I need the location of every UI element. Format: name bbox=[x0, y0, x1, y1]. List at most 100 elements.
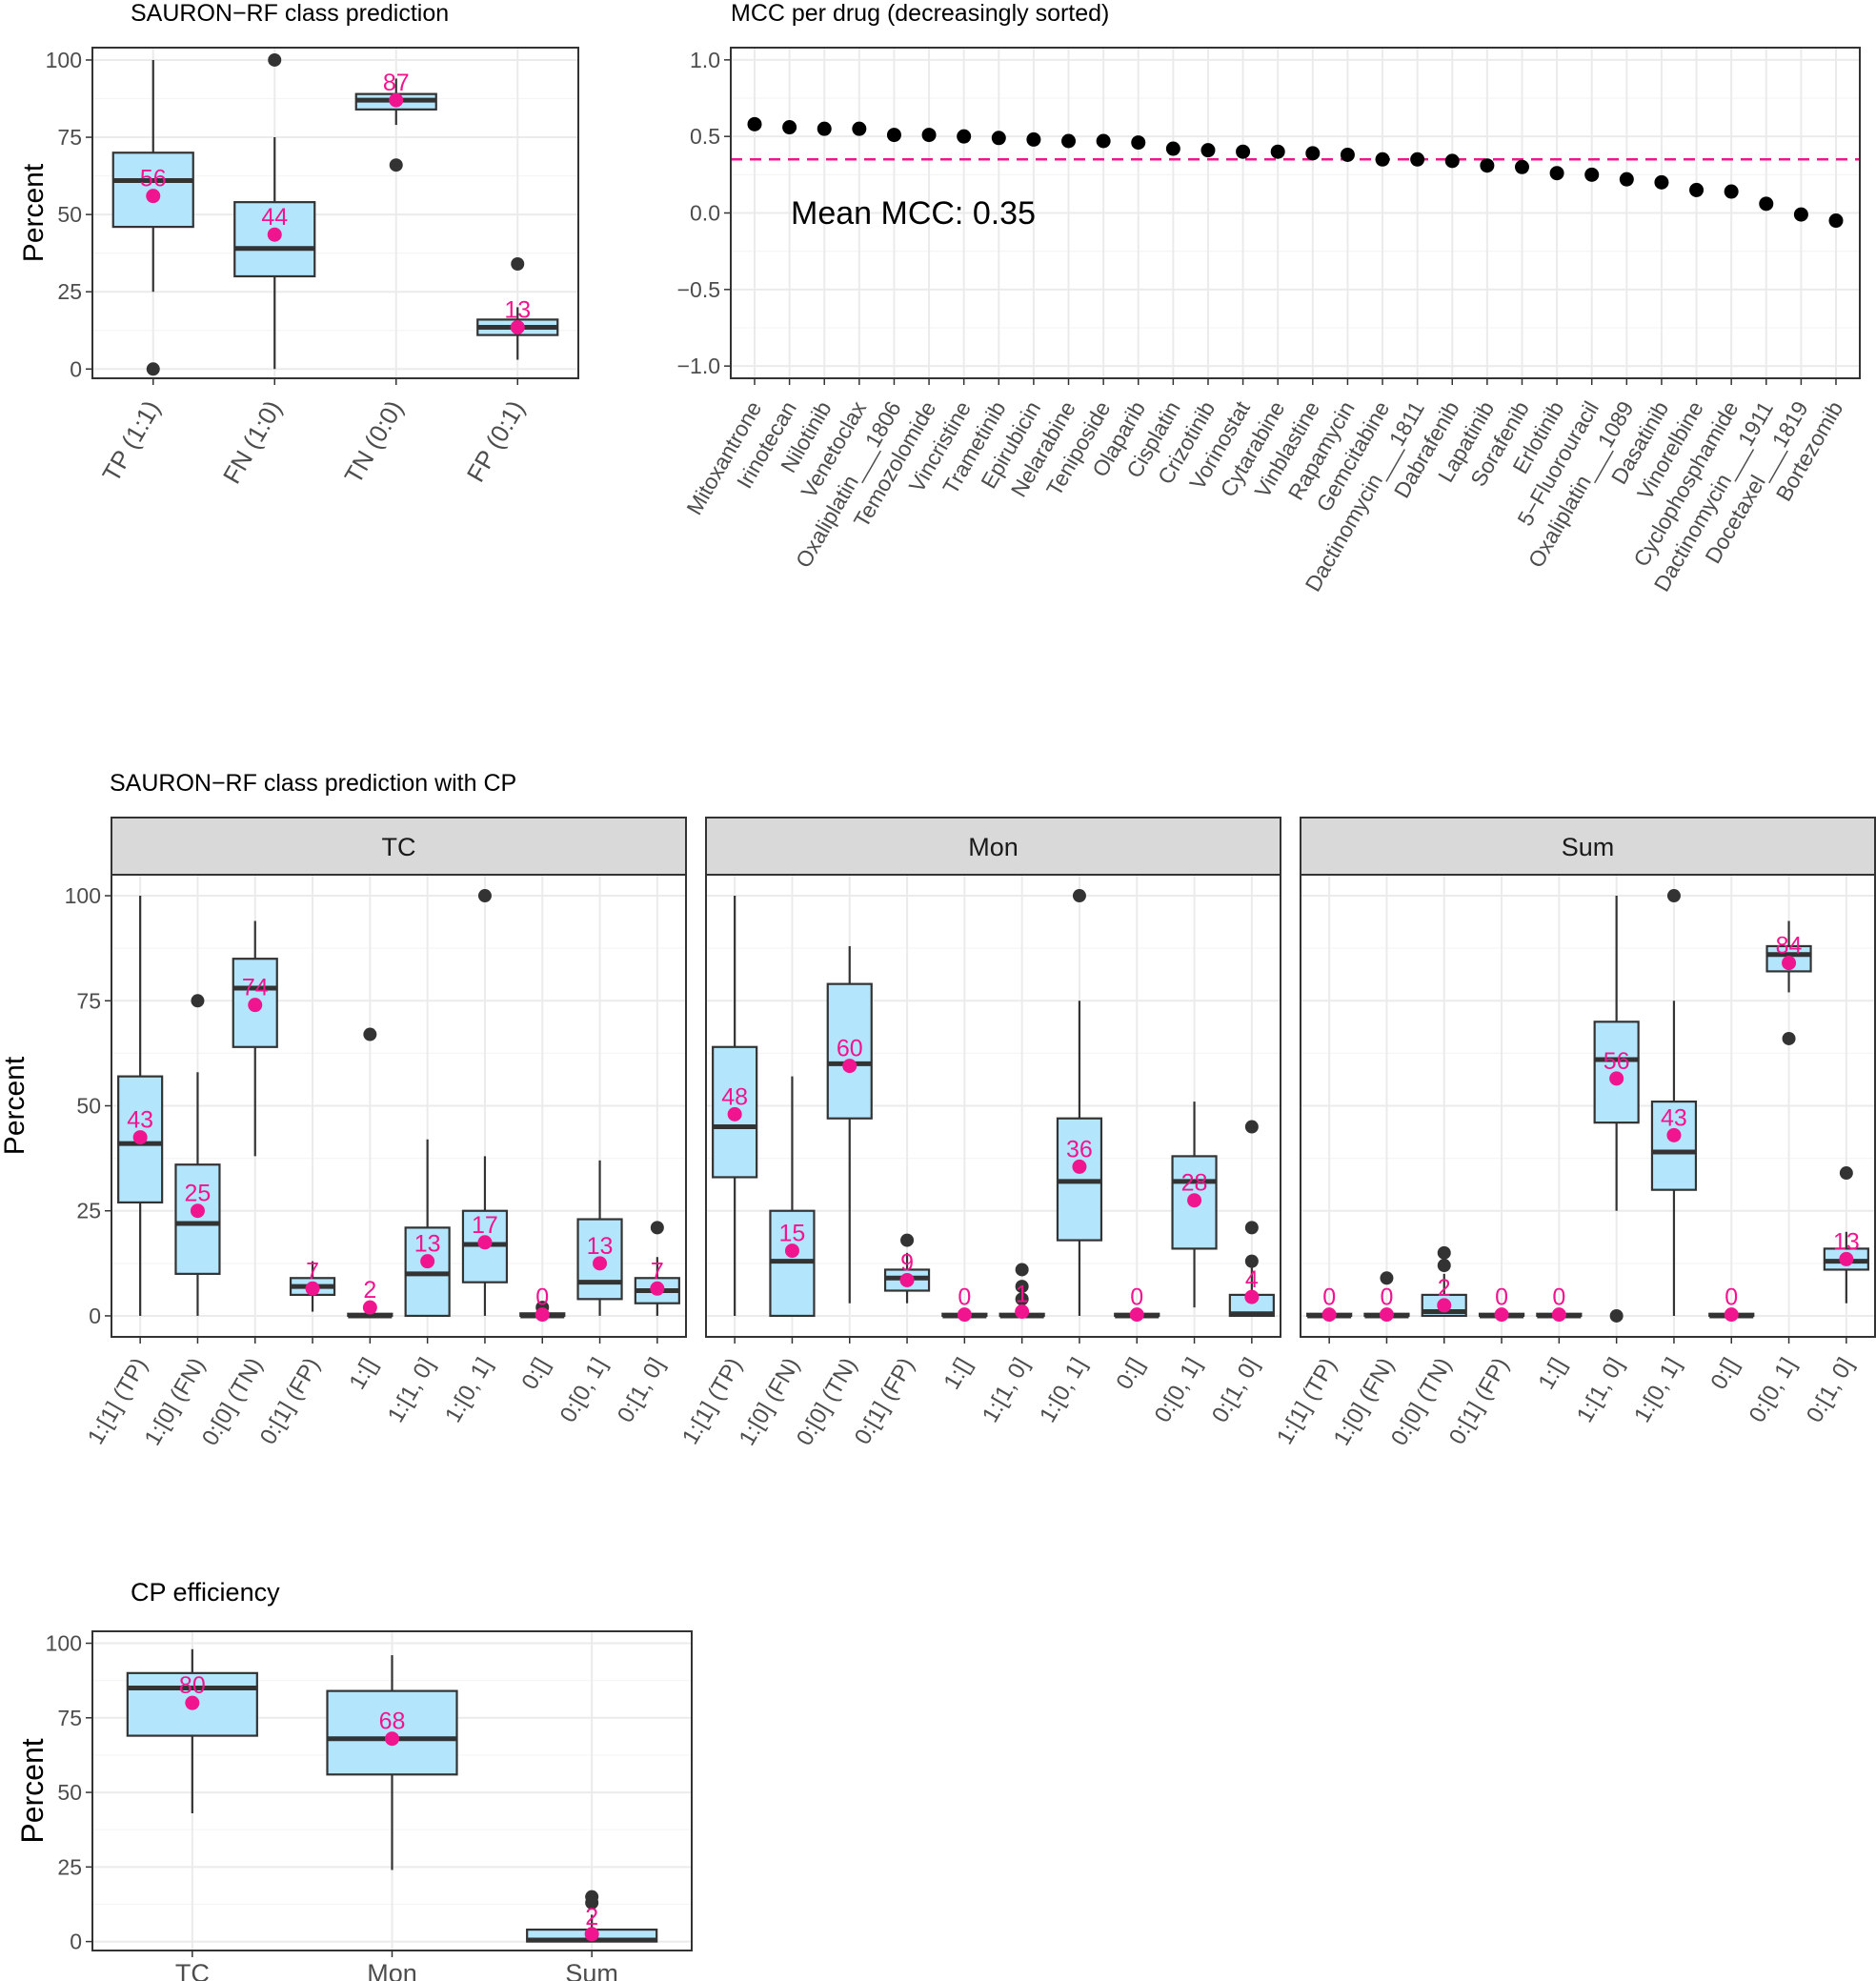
chart2-data-point bbox=[747, 116, 762, 131]
chart3-ytick-label: 0 bbox=[89, 1304, 101, 1328]
chart4-ytick-label: 100 bbox=[46, 1631, 82, 1656]
chart4-xtick-label: TC bbox=[175, 1959, 210, 1981]
chart3-title: SAURON−RF class prediction with CP bbox=[110, 770, 516, 797]
chart3-facet-sum-box bbox=[1650, 1100, 1698, 1191]
chart3-facet-mon-mean-label: 9 bbox=[900, 1249, 914, 1276]
chart3-facet-sum-mean-point bbox=[1437, 1298, 1452, 1313]
chart3-facet-sum-outlier-point bbox=[1782, 1031, 1796, 1045]
chart2-data-point bbox=[1131, 135, 1146, 151]
chart3-facet-mon-panel-border bbox=[705, 874, 1281, 1338]
chart4-mean-label: 68 bbox=[379, 1708, 406, 1735]
chart3-facet-sum-mean-point bbox=[1321, 1307, 1337, 1323]
chart3-facet-tc-mean-point bbox=[535, 1307, 550, 1323]
chart3-facet-sum-mean-point bbox=[1666, 1127, 1682, 1142]
chart3-facet-sum-mean-point bbox=[1551, 1307, 1566, 1323]
chart3-facet-tc-mean-point bbox=[248, 998, 263, 1013]
chart1-outlier-point bbox=[511, 257, 525, 272]
chart3-facet-mon-mean-label: 60 bbox=[837, 1036, 863, 1062]
chart2-data-point bbox=[1480, 158, 1495, 173]
chart2-data-point bbox=[886, 128, 901, 143]
chart2-data-point bbox=[921, 128, 937, 143]
chart3-facet-sum-strip-label: Sum bbox=[1562, 833, 1615, 861]
chart3-facet-sum-mean-label: 56 bbox=[1604, 1048, 1630, 1075]
chart3-facet-tc-mean-point bbox=[593, 1256, 608, 1271]
chart4-title: CP efficiency bbox=[131, 1578, 280, 1607]
chart3-facet-tc-strip bbox=[111, 817, 687, 876]
chart3-facet-tc-mean-point bbox=[650, 1281, 665, 1296]
chart1-xtick-label: FN (1:0) bbox=[217, 395, 288, 489]
chart3-facet-mon-outlier-point bbox=[1015, 1280, 1029, 1294]
chart3-facet-mon-outlier-point bbox=[1244, 1120, 1259, 1134]
chart3-facet-tc-mean-point bbox=[190, 1203, 205, 1219]
chart3-ytick-label: 50 bbox=[76, 1094, 101, 1119]
chart3-facet-sum-outlier-point bbox=[1609, 1308, 1624, 1323]
chart1-outlier-point bbox=[146, 362, 160, 376]
chart3-facet-tc-xtick-label: 1:[0, 1] bbox=[440, 1354, 497, 1427]
chart3-facet-mon-mean-point bbox=[1015, 1304, 1030, 1320]
chart2-data-point bbox=[852, 121, 867, 136]
chart1-ytick-label: 100 bbox=[46, 48, 82, 72]
chart3-facet-mon-outlier-point bbox=[900, 1233, 915, 1247]
chart2-data-point bbox=[1026, 131, 1041, 147]
chart3-facet-mon-xtick-label: 0:[1, 0] bbox=[1207, 1354, 1264, 1427]
chart4-outlier-point bbox=[585, 1890, 599, 1904]
chart2-data-point bbox=[1444, 153, 1460, 169]
chart3-facet-mon-xtick-label: 1:[0, 1] bbox=[1035, 1354, 1092, 1427]
chart2-ytick-label: 1.0 bbox=[690, 48, 720, 72]
chart1-mean-point bbox=[267, 227, 282, 242]
chart3-facet-mon-mean-point bbox=[1187, 1193, 1202, 1208]
chart3-facet-tc-outlier-point bbox=[477, 889, 492, 903]
chart2-data-point bbox=[1549, 166, 1564, 181]
chart2-data-point bbox=[1654, 174, 1669, 190]
chart3-facet-tc-outlier-point bbox=[191, 994, 205, 1008]
chart1-outlier-point bbox=[389, 158, 403, 172]
chart3-facet-mon-xtick-label: 1:[] bbox=[938, 1354, 977, 1394]
chart3-facet-tc-mean-point bbox=[420, 1254, 435, 1269]
chart3-facet-sum-strip bbox=[1300, 817, 1876, 876]
chart1-mean-point bbox=[389, 92, 404, 108]
chart1-mean-label: 13 bbox=[504, 296, 531, 323]
chart3-facet-mon-mean-point bbox=[957, 1307, 972, 1323]
chart3-facet-mon-xtick-label: 0:[] bbox=[1111, 1354, 1149, 1394]
chart3-facet-sum-xtick-label: 0:[] bbox=[1705, 1354, 1744, 1394]
chart3-facet-sum-xtick-label: 0:[0, 1] bbox=[1745, 1354, 1802, 1427]
chart3-facet-tc-xtick-label: 0:[] bbox=[516, 1354, 555, 1394]
chart3-facet-sum-mean-label: 0 bbox=[1725, 1284, 1738, 1311]
chart4-ytick-label: 50 bbox=[57, 1780, 82, 1805]
chart3-ytick-label: 25 bbox=[76, 1199, 101, 1223]
chart3-facet-mon-mean-label: 0 bbox=[958, 1284, 971, 1311]
chart3-facet-sum-mean-point bbox=[1724, 1307, 1739, 1323]
chart3-facet-mon-outlier-point bbox=[1244, 1254, 1259, 1268]
chart3-facet-tc-mean-label: 74 bbox=[242, 975, 269, 1001]
chart3-facet-mon-outlier-point bbox=[1015, 1263, 1029, 1277]
chart3-facet-mon-mean-label: 1 bbox=[1016, 1282, 1029, 1308]
chart3-facet-mon-mean-label: 48 bbox=[721, 1083, 748, 1110]
chart3-facet-tc-outlier-point bbox=[650, 1221, 664, 1235]
chart2-data-point bbox=[1340, 147, 1355, 162]
chart3-facet-sum-outlier-point bbox=[1839, 1166, 1853, 1181]
chart3-facet-mon-mean-label: 15 bbox=[779, 1221, 806, 1247]
chart3-facet-mon-box bbox=[826, 982, 873, 1120]
chart3-facet-mon-mean-label: 36 bbox=[1066, 1136, 1093, 1162]
chart2-annotation: Mean MCC: 0.35 bbox=[791, 195, 1036, 232]
chart3-facet-tc-mean-label: 25 bbox=[185, 1181, 212, 1207]
chart1-outlier-point bbox=[268, 52, 282, 67]
chart3-facet-sum-mean-label: 0 bbox=[1322, 1284, 1336, 1311]
chart3-ytick-label: 100 bbox=[65, 883, 101, 908]
chart1-title: SAURON−RF class prediction bbox=[131, 0, 449, 27]
chart2-ytick-label: −1.0 bbox=[677, 354, 720, 378]
chart2-ytick-label: −0.5 bbox=[677, 277, 720, 302]
chart3-facet-sum-mean-point bbox=[1494, 1307, 1509, 1323]
chart3-facet-tc-mean-label: 17 bbox=[472, 1212, 498, 1239]
chart4-ylabel: Percent bbox=[15, 1738, 50, 1843]
chart2-data-point bbox=[1270, 144, 1285, 159]
chart3-facet-sum-xtick-label: 1:[] bbox=[1533, 1354, 1571, 1394]
chart3-facet-tc-mean-label: 0 bbox=[535, 1284, 549, 1311]
chart3-facet-tc-xtick-label: 0:[1, 0] bbox=[613, 1354, 670, 1427]
chart3-facet-sum-box bbox=[1593, 1021, 1640, 1124]
chart2-data-point bbox=[1584, 167, 1600, 182]
chart2-title: MCC per drug (decreasingly sorted) bbox=[731, 0, 1109, 27]
chart3-facet-tc-mean-point bbox=[132, 1130, 148, 1145]
chart3-facet-tc-mean-label: 13 bbox=[587, 1233, 614, 1260]
chart4-mean-label: 2 bbox=[585, 1904, 598, 1930]
